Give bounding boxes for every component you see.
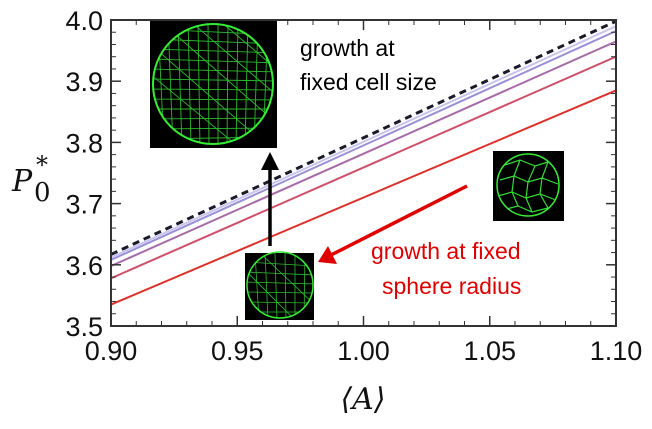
inset-small-sphere-image bbox=[245, 251, 314, 320]
y-axis-label: P 0 * bbox=[11, 151, 51, 208]
y-tick-label-4: 3.9 bbox=[65, 67, 103, 97]
annotation-fixed-sphere-radius-line1: growth at fixed bbox=[371, 238, 521, 264]
x-axis-label: ⟨A⟩ bbox=[340, 382, 385, 417]
y-axis-label-superscript: * bbox=[36, 151, 48, 179]
red-arrowhead-icon bbox=[318, 246, 337, 264]
y-tick-label-5: 4.0 bbox=[65, 6, 103, 36]
y-axis-label-main: P bbox=[11, 164, 33, 199]
series-line-3 bbox=[111, 40, 616, 267]
annotation-fixed-sphere-radius-line2: sphere radius bbox=[382, 273, 521, 299]
series-line-6 bbox=[111, 20, 616, 256]
red-arrow bbox=[330, 184, 468, 257]
black-arrowhead-icon bbox=[261, 152, 279, 170]
x-tick-label-1: 0.95 bbox=[211, 336, 264, 366]
inset-medium-sphere-image bbox=[493, 151, 564, 221]
series-line-5 bbox=[111, 25, 616, 259]
annotation-fixed-cell-size-line1: growth at bbox=[300, 35, 395, 61]
y-tick-label-2: 3.7 bbox=[65, 190, 103, 220]
series-line-4 bbox=[111, 30, 616, 261]
x-tick-label-4: 1.10 bbox=[590, 336, 643, 366]
x-tick-label-3: 1.05 bbox=[463, 336, 516, 366]
annotation-fixed-cell-size-line2: fixed cell size bbox=[300, 69, 437, 95]
series-line-1 bbox=[111, 89, 616, 306]
x-tick-label-0: 0.90 bbox=[85, 336, 138, 366]
y-tick-label-1: 3.6 bbox=[65, 251, 103, 281]
y-axis-label-subscript: 0 bbox=[34, 178, 51, 208]
series-layer bbox=[111, 20, 616, 306]
series-line-2 bbox=[111, 55, 616, 280]
ticks-layer: 0.90 0.95 1.00 1.05 1.10 3.5 3.6 3.7 3.8 3.9 4.0 bbox=[65, 6, 642, 366]
inset-large-sphere-image bbox=[150, 21, 277, 148]
x-tick-label-2: 1.00 bbox=[337, 336, 390, 366]
y-tick-label-3: 3.8 bbox=[65, 128, 103, 158]
annotation-fixed-sphere-radius: growth at fixed sphere radius bbox=[371, 238, 521, 299]
y-tick-label-0: 3.5 bbox=[65, 312, 103, 342]
annotation-fixed-cell-size: growth at fixed cell size bbox=[300, 35, 437, 95]
